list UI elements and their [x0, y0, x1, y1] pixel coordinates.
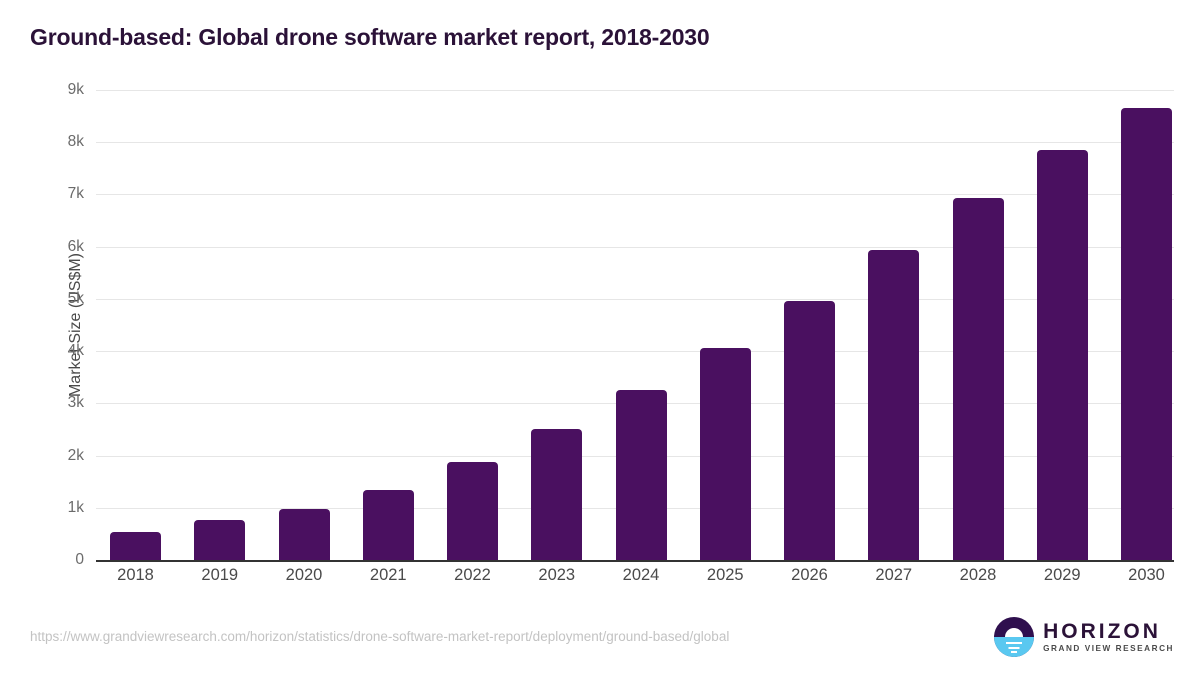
- bar[interactable]: [784, 300, 835, 560]
- source-url[interactable]: https://www.grandviewresearch.com/horizo…: [30, 629, 730, 644]
- logo-wordmark: HORIZON GRAND VIEW RESEARCH: [1043, 621, 1174, 653]
- bar-slot: [278, 90, 330, 560]
- bar[interactable]: [952, 198, 1004, 560]
- x-axis-tick-label: 2029: [1043, 566, 1081, 584]
- x-axis-tick-label: 2021: [369, 566, 407, 584]
- horizon-logo-icon: [994, 617, 1035, 657]
- bar-slot: [531, 90, 583, 560]
- bar[interactable]: [1036, 149, 1088, 560]
- gridline: 6k: [68, 238, 1174, 255]
- bar-series: [96, 90, 1174, 560]
- bar[interactable]: [615, 390, 667, 560]
- y-axis-tick-label: 7k: [67, 185, 84, 203]
- y-axis-tick-label: 1k: [67, 498, 84, 516]
- bar[interactable]: [110, 531, 161, 560]
- x-axis-tick-label: 2024: [622, 566, 660, 584]
- y-axis-tick-label: 3k: [67, 394, 84, 412]
- gridline: 9k: [68, 81, 1174, 98]
- gridline: 4k: [68, 342, 1174, 359]
- logo-sun-shape: [1005, 628, 1024, 637]
- x-axis-tick-label: 2020: [285, 566, 323, 584]
- horizon-logo: HORIZON GRAND VIEW RESEARCH: [994, 617, 1174, 657]
- plot-area: Market Size (US$M) 0 1k 2k 3k 4k 5k 6k 7k 8k 9k: [67, 81, 1174, 568]
- y-axis-tick-label: 6k: [67, 237, 84, 255]
- logo-reflection-line-2: [1008, 646, 1020, 649]
- bar-slot: [447, 90, 498, 560]
- x-axis-tick-label: 2027: [875, 566, 913, 584]
- bar[interactable]: [1121, 107, 1172, 560]
- logo-name: HORIZON: [1043, 619, 1161, 643]
- x-axis-tick-label: 2026: [791, 566, 828, 584]
- x-axis-tick-label: 2028: [959, 566, 997, 584]
- gridline: 8k: [68, 133, 1174, 150]
- bar[interactable]: [362, 490, 414, 560]
- chart-title: Ground-based: Global drone software mark…: [30, 24, 710, 50]
- x-axis-tick-label: 2019: [201, 566, 239, 584]
- bar[interactable]: [699, 347, 751, 560]
- logo-reflection-line-1: [1006, 642, 1023, 644]
- x-axis-tick-label: 2022: [454, 566, 491, 584]
- bar-slot: [952, 90, 1004, 560]
- bar[interactable]: [194, 520, 246, 560]
- bar-slot: [1121, 90, 1172, 560]
- bar-slot: [868, 90, 920, 560]
- bar-slot: [1036, 90, 1088, 560]
- x-axis-tick-label: 2018: [117, 566, 154, 584]
- bar-slot: [194, 90, 246, 560]
- y-axis-tick-label: 9k: [67, 81, 84, 98]
- logo-reflection-line-3: [1011, 651, 1018, 653]
- x-axis-tick-label: 2023: [538, 566, 576, 584]
- bar[interactable]: [531, 429, 583, 560]
- bar[interactable]: [447, 461, 498, 560]
- x-axis-tick-label: 2030: [1128, 566, 1165, 584]
- bar-slot: [362, 90, 414, 560]
- bar[interactable]: [868, 250, 920, 560]
- bar-slot: [699, 90, 751, 560]
- y-axis-tick-label: 5k: [67, 289, 84, 307]
- y-axis-tick-label: 4k: [67, 342, 84, 360]
- y-axis-tick-label: 2k: [67, 446, 84, 464]
- x-axis-ticks: 2018 2019 2020 2021 2022 2023 2024 2025 2026 2027…: [96, 566, 1174, 585]
- gridline: 7k: [68, 185, 1174, 202]
- bar-slot: [110, 90, 161, 560]
- y-axis-label: Market Size (US$M): [67, 252, 84, 398]
- gridline: 5k: [68, 290, 1174, 307]
- bar-slot: [784, 90, 835, 560]
- bar[interactable]: [278, 509, 330, 560]
- logo-tagline: GRAND VIEW RESEARCH: [1043, 643, 1174, 653]
- y-axis-tick-label: 8k: [67, 133, 84, 151]
- y-axis-tick-label: 0: [75, 551, 84, 568]
- bar-slot: [615, 90, 667, 560]
- axis-baseline: 0: [75, 551, 1174, 568]
- x-axis-tick-label: 2025: [706, 566, 744, 584]
